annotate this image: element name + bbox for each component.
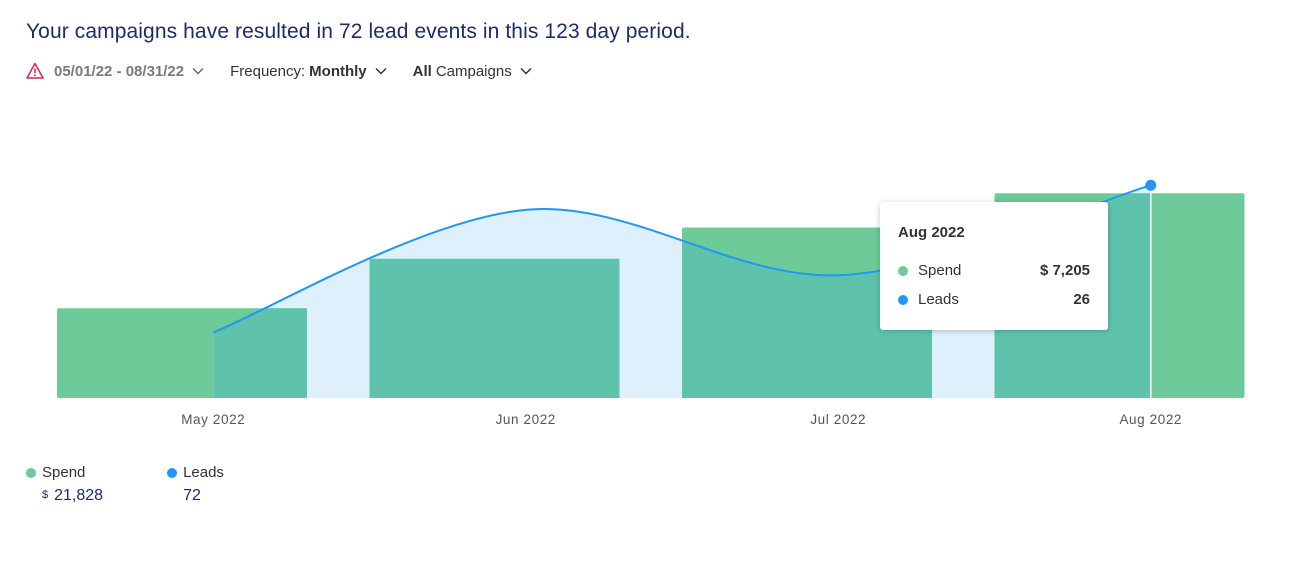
x-tick-label: Aug 2022 bbox=[1119, 412, 1182, 427]
spend-dot bbox=[898, 265, 908, 276]
date-range-value: 05/01/22 - 08/31/22 bbox=[54, 62, 185, 80]
spend-dot bbox=[26, 467, 36, 478]
legend-leads-label: Leads bbox=[183, 464, 224, 481]
tooltip-row-leads: Leads 26 bbox=[898, 291, 1090, 308]
legend-leads-value: 72 bbox=[183, 487, 201, 504]
legend-spend-value: 21,828 bbox=[54, 487, 104, 504]
tooltip-row-spend: Spend $ 7,205 bbox=[898, 262, 1090, 279]
campaigns-scope: All bbox=[412, 62, 432, 80]
filter-bar: 05/01/22 - 08/31/22 Frequency: Monthly A… bbox=[26, 62, 558, 80]
frequency-filter[interactable]: Frequency: Monthly bbox=[230, 63, 387, 80]
tooltip-spend-label: Spend bbox=[918, 262, 962, 279]
spend-bar-overlap bbox=[369, 258, 620, 398]
leads-point bbox=[1145, 179, 1157, 191]
legend-spend-label: Spend bbox=[42, 464, 86, 481]
chart-tooltip: Aug 2022 Spend $ 7,205 Leads 26 bbox=[880, 202, 1108, 330]
campaigns-label: Campaigns bbox=[435, 62, 512, 80]
chart-legend: Spend $21,828 Leads 72 bbox=[26, 464, 288, 505]
warning-triangle-icon bbox=[26, 62, 44, 79]
legend-item-spend[interactable]: Spend $21,828 bbox=[26, 464, 103, 505]
x-tick-label: Jun 2022 bbox=[496, 412, 556, 427]
campaigns-filter[interactable]: All Campaigns bbox=[413, 63, 532, 80]
leads-dot bbox=[167, 467, 178, 478]
chevron-down-icon bbox=[375, 67, 387, 75]
tooltip-leads-value: 26 bbox=[1073, 291, 1090, 308]
x-tick-label: Jul 2022 bbox=[810, 412, 866, 427]
chevron-down-icon bbox=[520, 67, 532, 75]
tooltip-spend-value: $ 7,205 bbox=[1039, 262, 1090, 279]
legend-spend-currency: $ bbox=[42, 489, 49, 501]
date-range-filter[interactable]: 05/01/22 - 08/31/22 bbox=[26, 62, 204, 80]
chevron-down-icon bbox=[192, 67, 204, 75]
x-tick-label: May 2022 bbox=[181, 412, 245, 427]
headline: Your campaigns have resulted in 72 lead … bbox=[26, 20, 691, 43]
tooltip-leads-label: Leads bbox=[918, 291, 959, 308]
frequency-value: Monthly bbox=[309, 62, 367, 80]
frequency-label: Frequency: bbox=[230, 62, 306, 80]
tooltip-title: Aug 2022 bbox=[898, 224, 965, 241]
leads-dot bbox=[898, 294, 908, 305]
legend-item-leads[interactable]: Leads 72 bbox=[167, 464, 224, 505]
